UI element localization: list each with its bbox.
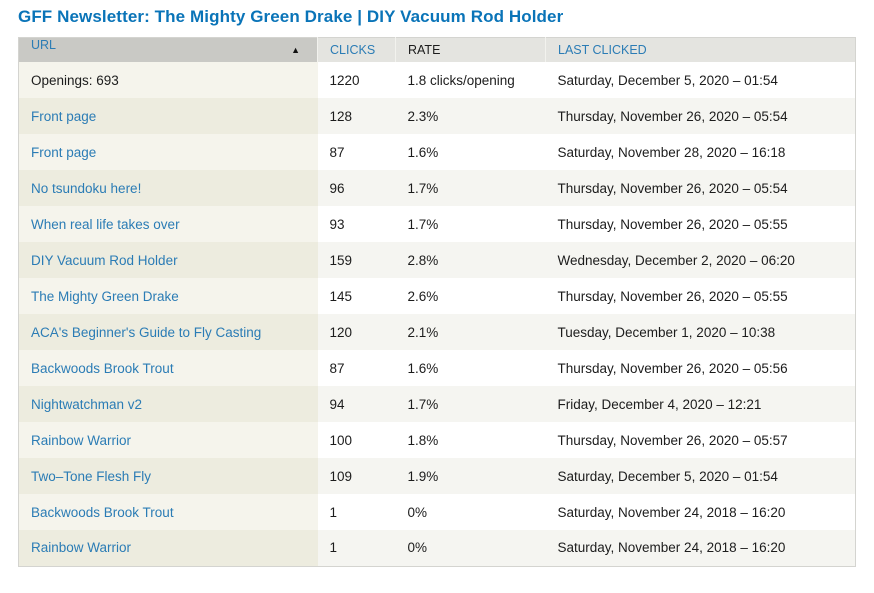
url-link[interactable]: Backwoods Brook Trout xyxy=(31,504,174,520)
url-link[interactable]: Two–Tone Flesh Fly xyxy=(31,468,152,484)
url-cell: ACA's Beginner's Guide to Fly Casting xyxy=(18,314,318,350)
table-row: Front page 128 2.3% Thursday, November 2… xyxy=(18,98,856,134)
table-row: ACA's Beginner's Guide to Fly Casting 12… xyxy=(18,314,856,350)
url-cell: The Mighty Green Drake xyxy=(18,278,318,314)
last-clicked-cell: Thursday, November 26, 2020 – 05:57 xyxy=(557,432,788,448)
url-cell: No tsundoku here! xyxy=(18,170,318,206)
clicks-cell: 94 xyxy=(329,396,345,412)
table-row: Front page 87 1.6% Saturday, November 28… xyxy=(18,134,856,170)
clicks-cell: 159 xyxy=(329,252,353,268)
last-clicked-cell: Thursday, November 26, 2020 – 05:55 xyxy=(557,216,788,232)
table-row: Backwoods Brook Trout 1 0% Saturday, Nov… xyxy=(18,494,856,530)
url-cell: Front page xyxy=(18,134,318,170)
url-cell: Backwoods Brook Trout xyxy=(18,494,318,530)
clicks-cell: 1 xyxy=(329,540,338,556)
last-clicked-cell: Thursday, November 26, 2020 – 05:54 xyxy=(557,180,788,196)
clicks-cell: 1220 xyxy=(329,72,360,88)
column-header-url[interactable]: URL ▲ xyxy=(18,37,318,62)
url-cell: Front page xyxy=(18,98,318,134)
url-cell: Two–Tone Flesh Fly xyxy=(18,458,318,494)
rate-cell: 1.6% xyxy=(407,144,439,160)
url-link[interactable]: Rainbow Warrior xyxy=(31,540,132,556)
page-title: GFF Newsletter: The Mighty Green Drake |… xyxy=(18,7,564,26)
page-container: GFF Newsletter: The Mighty Green Drake |… xyxy=(18,7,856,567)
clicks-cell: 128 xyxy=(329,108,353,124)
url-link[interactable]: The Mighty Green Drake xyxy=(31,288,179,304)
table-row: Two–Tone Flesh Fly 109 1.9% Saturday, De… xyxy=(18,458,856,494)
last-clicked-cell: Thursday, November 26, 2020 – 05:55 xyxy=(557,288,788,304)
url-cell: Rainbow Warrior xyxy=(18,422,318,458)
table-row: Rainbow Warrior 1 0% Saturday, November … xyxy=(18,530,856,566)
rate-cell: 2.6% xyxy=(407,288,439,304)
table-row: Rainbow Warrior 100 1.8% Thursday, Novem… xyxy=(18,422,856,458)
url-link[interactable]: Backwoods Brook Trout xyxy=(31,360,174,376)
table-body: Openings: 693 1220 1.8 clicks/opening Sa… xyxy=(18,62,856,566)
last-clicked-cell: Thursday, November 26, 2020 – 05:56 xyxy=(557,360,788,376)
column-header-url-label: URL xyxy=(31,38,57,52)
table-row: When real life takes over 93 1.7% Thursd… xyxy=(18,206,856,242)
table-row: DIY Vacuum Rod Holder 159 2.8% Wednesday… xyxy=(18,242,856,278)
url-cell: Backwoods Brook Trout xyxy=(18,350,318,386)
url-link[interactable]: Front page xyxy=(31,108,97,124)
table-row: The Mighty Green Drake 145 2.6% Thursday… xyxy=(18,278,856,314)
last-clicked-cell: Saturday, November 24, 2018 – 16:20 xyxy=(557,540,786,556)
rate-cell: 1.7% xyxy=(407,396,439,412)
rate-cell: 1.6% xyxy=(407,360,439,376)
rate-cell: 2.3% xyxy=(407,108,439,124)
last-clicked-cell: Saturday, December 5, 2020 – 01:54 xyxy=(557,468,778,484)
rate-cell: 1.7% xyxy=(407,180,439,196)
url-link[interactable]: When real life takes over xyxy=(31,216,180,232)
rate-cell: 0% xyxy=(407,504,428,520)
sort-asc-icon: ▲ xyxy=(291,45,300,55)
column-header-rate: RATE xyxy=(395,37,546,62)
url-cell: When real life takes over xyxy=(18,206,318,242)
rate-cell: 2.1% xyxy=(407,324,439,340)
clicks-cell: 87 xyxy=(329,144,345,160)
table-row: Backwoods Brook Trout 87 1.6% Thursday, … xyxy=(18,350,856,386)
table-row: Openings: 693 1220 1.8 clicks/opening Sa… xyxy=(18,62,856,98)
column-header-clicks[interactable]: CLICKS xyxy=(317,37,396,62)
rate-cell: 1.9% xyxy=(407,468,439,484)
last-clicked-cell: Saturday, November 24, 2018 – 16:20 xyxy=(557,504,786,520)
url-cell: Nightwatchman v2 xyxy=(18,386,318,422)
last-clicked-cell: Thursday, November 26, 2020 – 05:54 xyxy=(557,108,788,124)
url-cell: Rainbow Warrior xyxy=(18,530,318,566)
clicks-cell: 145 xyxy=(329,288,353,304)
clicks-cell: 93 xyxy=(329,216,345,232)
rate-cell: 1.8 clicks/opening xyxy=(407,72,515,88)
last-clicked-cell: Friday, December 4, 2020 – 12:21 xyxy=(557,396,762,412)
url-cell: DIY Vacuum Rod Holder xyxy=(18,242,318,278)
url-link[interactable]: Front page xyxy=(31,144,97,160)
clicks-cell: 1 xyxy=(329,504,338,520)
clicks-cell: 109 xyxy=(329,468,353,484)
table-row: No tsundoku here! 96 1.7% Thursday, Nove… xyxy=(18,170,856,206)
last-clicked-cell: Saturday, December 5, 2020 – 01:54 xyxy=(557,72,778,88)
rate-cell: 1.7% xyxy=(407,216,439,232)
url-link[interactable]: DIY Vacuum Rod Holder xyxy=(31,252,178,268)
url-link[interactable]: Rainbow Warrior xyxy=(31,432,132,448)
rate-cell: 2.8% xyxy=(407,252,439,268)
url-link[interactable]: ACA's Beginner's Guide to Fly Casting xyxy=(31,324,262,340)
rate-cell: 1.8% xyxy=(407,432,439,448)
rate-cell: 0% xyxy=(407,540,428,556)
clicks-cell: 120 xyxy=(329,324,353,340)
clicks-cell: 87 xyxy=(329,360,345,376)
column-header-last-clicked[interactable]: LAST CLICKED xyxy=(545,37,856,62)
url-text: Openings: 693 xyxy=(31,72,119,88)
last-clicked-cell: Saturday, November 28, 2020 – 16:18 xyxy=(557,144,786,160)
url-cell: Openings: 693 xyxy=(18,62,318,98)
clicks-stats-table: URL ▲ CLICKS RATE LAST CLICKED Openings:… xyxy=(18,37,856,567)
last-clicked-cell: Tuesday, December 1, 2020 – 10:38 xyxy=(557,324,776,340)
clicks-cell: 100 xyxy=(329,432,353,448)
clicks-cell: 96 xyxy=(329,180,345,196)
url-link[interactable]: Nightwatchman v2 xyxy=(31,396,143,412)
table-row: Nightwatchman v2 94 1.7% Friday, Decembe… xyxy=(18,386,856,422)
last-clicked-cell: Wednesday, December 2, 2020 – 06:20 xyxy=(557,252,795,268)
url-link[interactable]: No tsundoku here! xyxy=(31,180,142,196)
table-header: URL ▲ CLICKS RATE LAST CLICKED xyxy=(18,37,856,62)
